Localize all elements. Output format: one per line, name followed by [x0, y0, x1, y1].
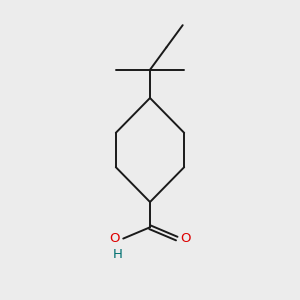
Text: H: H [113, 248, 123, 261]
Text: O: O [109, 232, 120, 245]
Text: O: O [180, 232, 191, 245]
